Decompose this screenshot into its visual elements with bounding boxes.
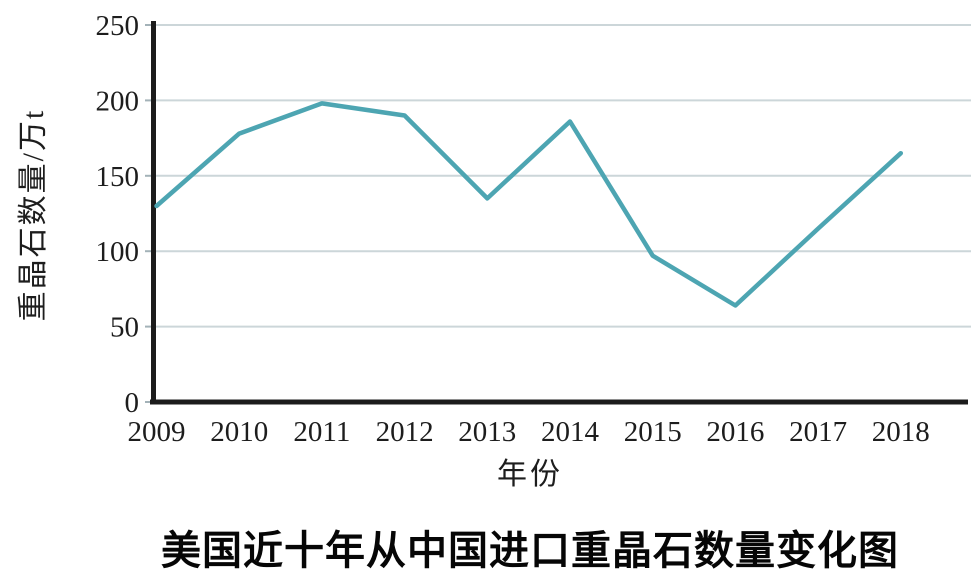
y-tick-label: 150 [96, 161, 140, 193]
x-tick-label: 2012 [376, 416, 434, 448]
x-tick-label: 2016 [706, 416, 764, 448]
x-tick-label: 2018 [872, 416, 930, 448]
x-tick-label: 2017 [789, 416, 847, 448]
x-tick-label: 2010 [210, 416, 268, 448]
y-tick-label: 0 [125, 387, 140, 419]
y-tick-label: 200 [96, 85, 140, 117]
y-tick-label: 250 [96, 10, 140, 42]
x-tick-label: 2009 [128, 416, 186, 448]
chart-title: 美国近十年从中国进口重晶石数量变化图 [161, 529, 899, 573]
x-tick-label: 2013 [458, 416, 516, 448]
x-tick-label: 2015 [624, 416, 682, 448]
y-tick-label: 50 [110, 312, 139, 344]
x-tick-label: 2014 [541, 416, 600, 448]
x-tick-label: 2011 [293, 416, 350, 448]
y-axis-title: 重晶石数量/万t [17, 108, 50, 322]
y-tick-label: 100 [96, 236, 140, 268]
data-line-series [154, 101, 904, 308]
x-axis-title: 年份 [497, 458, 563, 491]
line-chart-plot: 0 50 100 150 200 250 2009 2010 2011 2012 2013 2014 2… [96, 10, 971, 448]
